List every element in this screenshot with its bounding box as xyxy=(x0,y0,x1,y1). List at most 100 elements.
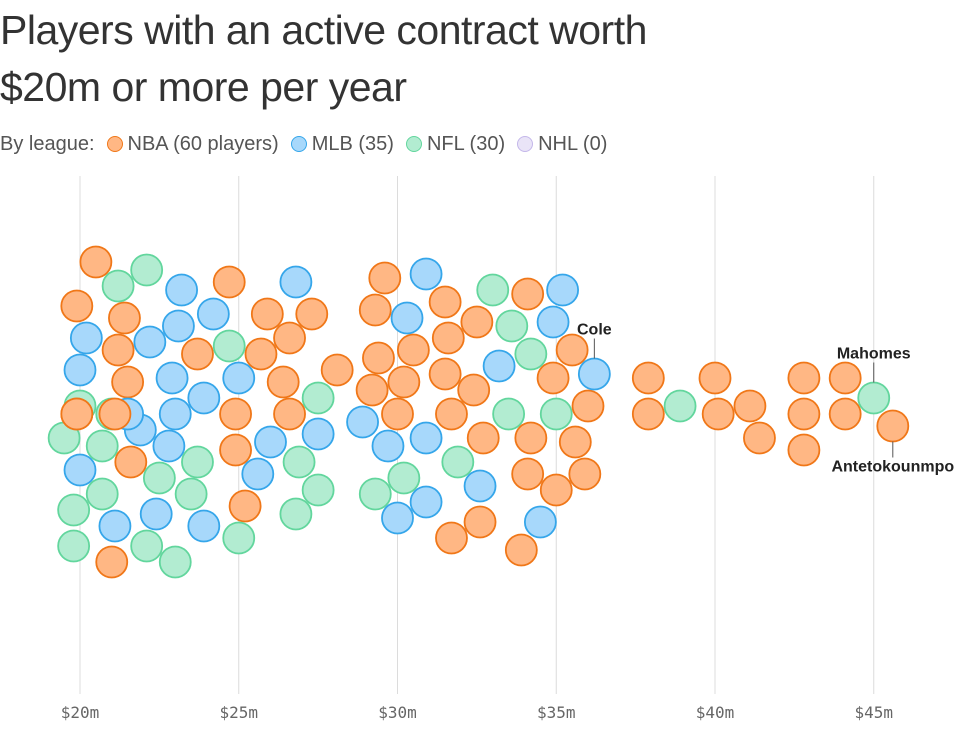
player-dot-nfl[interactable] xyxy=(358,477,392,511)
player-dot-nba[interactable] xyxy=(466,421,500,455)
player-dot-nba[interactable] xyxy=(212,265,246,299)
player-dot-mlb[interactable] xyxy=(482,349,516,383)
player-dot-nba[interactable] xyxy=(98,397,132,431)
player-dot-nba[interactable] xyxy=(539,473,573,507)
player-dot-mlb[interactable] xyxy=(165,273,199,307)
player-dot-mlb[interactable] xyxy=(409,257,443,291)
player-dot-nba[interactable] xyxy=(60,289,94,323)
player-dot-nba[interactable] xyxy=(743,421,776,455)
player-dot-mlb[interactable] xyxy=(371,429,405,463)
player-dot-nfl[interactable] xyxy=(857,381,891,415)
player-dot-nba[interactable] xyxy=(219,397,252,431)
player-dot-nfl[interactable] xyxy=(441,445,475,479)
player-dot-nfl[interactable] xyxy=(181,445,214,479)
player-dot-nba[interactable] xyxy=(631,361,665,395)
player-dot-nba[interactable] xyxy=(558,425,592,459)
player-dot-nba[interactable] xyxy=(428,357,462,391)
player-dot-nba[interactable] xyxy=(463,505,497,539)
player-dot-mlb[interactable] xyxy=(409,421,443,455)
player-dot-mlb[interactable] xyxy=(301,417,335,451)
player-dot-nfl[interactable] xyxy=(301,473,335,507)
player-dot-nfl[interactable] xyxy=(514,337,548,371)
player-dot-nba[interactable] xyxy=(79,245,113,279)
player-dot-mlb[interactable] xyxy=(346,405,379,439)
player-dot-mlb[interactable] xyxy=(241,457,275,491)
player-dot-mlb[interactable] xyxy=(523,505,557,539)
player-dot-nba[interactable] xyxy=(511,457,545,491)
player-dot-nfl[interactable] xyxy=(158,545,192,579)
player-dot-nfl[interactable] xyxy=(130,253,164,287)
player-dot-mlb[interactable] xyxy=(536,305,570,339)
player-dot-nba[interactable] xyxy=(787,433,821,467)
player-dot-nba[interactable] xyxy=(396,333,430,367)
player-dot-nfl[interactable] xyxy=(387,461,421,495)
player-dot-nba[interactable] xyxy=(733,389,767,423)
player-dot-nba[interactable] xyxy=(828,361,862,395)
player-dot-nba[interactable] xyxy=(698,361,732,395)
player-dot-nba[interactable] xyxy=(460,305,494,339)
player-dot-nba[interactable] xyxy=(514,421,548,455)
player-dot-nba[interactable] xyxy=(95,545,129,579)
player-dot-mlb[interactable] xyxy=(279,265,313,299)
player-dot-mlb[interactable] xyxy=(577,357,611,391)
player-dot-nba[interactable] xyxy=(787,397,821,431)
player-dot-mlb[interactable] xyxy=(139,497,173,531)
player-dot-nfl[interactable] xyxy=(57,529,91,563)
player-dot-nfl[interactable] xyxy=(282,445,316,479)
player-dot-nfl[interactable] xyxy=(57,493,91,527)
player-dot-nba[interactable] xyxy=(244,337,278,371)
player-dot-mlb[interactable] xyxy=(222,361,256,395)
player-dot-nba[interactable] xyxy=(355,373,389,407)
player-dot-nba[interactable] xyxy=(111,365,145,399)
player-dot-mlb[interactable] xyxy=(158,397,192,431)
player-dot-nba[interactable] xyxy=(828,397,862,431)
player-dot-nba[interactable] xyxy=(457,373,491,407)
player-dot-nfl[interactable] xyxy=(174,477,208,511)
player-dot-nba[interactable] xyxy=(368,261,402,295)
player-dot-nba[interactable] xyxy=(504,533,538,567)
player-dot-nba[interactable] xyxy=(568,457,602,491)
player-dot-nfl[interactable] xyxy=(492,397,526,431)
player-dot-nfl[interactable] xyxy=(85,429,119,463)
player-dot-nfl[interactable] xyxy=(142,461,176,495)
player-dot-mlb[interactable] xyxy=(463,469,497,503)
player-dot-mlb[interactable] xyxy=(63,453,97,487)
player-dot-nba[interactable] xyxy=(273,321,306,355)
player-dot-mlb[interactable] xyxy=(381,501,414,535)
player-dot-nba[interactable] xyxy=(295,297,329,331)
player-dot-mlb[interactable] xyxy=(152,429,186,463)
player-dot-nba[interactable] xyxy=(631,397,665,431)
player-dot-nba[interactable] xyxy=(435,397,468,431)
player-dot-nfl[interactable] xyxy=(495,309,529,343)
player-dot-nba[interactable] xyxy=(101,333,135,367)
player-dot-mlb[interactable] xyxy=(196,297,230,331)
player-dot-mlb[interactable] xyxy=(63,353,97,387)
player-dot-nfl[interactable] xyxy=(130,529,164,563)
player-dot-mlb[interactable] xyxy=(187,509,221,543)
player-dot-nba[interactable] xyxy=(228,489,262,523)
player-dot-nfl[interactable] xyxy=(279,497,313,531)
player-dot-nba[interactable] xyxy=(381,397,414,431)
player-dot-nfl[interactable] xyxy=(222,521,256,555)
player-dot-nfl[interactable] xyxy=(85,477,119,511)
player-dot-mlb[interactable] xyxy=(69,321,103,355)
player-dot-nba[interactable] xyxy=(60,397,94,431)
player-dot-nfl[interactable] xyxy=(101,269,135,303)
player-dot-nba[interactable] xyxy=(787,361,821,395)
player-dot-nfl[interactable] xyxy=(212,329,246,363)
player-dot-mlb[interactable] xyxy=(133,325,167,359)
player-dot-nba[interactable] xyxy=(701,397,735,431)
player-dot-mlb[interactable] xyxy=(162,309,195,343)
player-dot-nba[interactable] xyxy=(555,333,589,367)
player-dot-nba[interactable] xyxy=(266,365,300,399)
player-dot-mlb[interactable] xyxy=(546,273,579,307)
player-dot-nba[interactable] xyxy=(362,341,395,375)
player-dot-nba[interactable] xyxy=(536,361,570,395)
player-dot-nba[interactable] xyxy=(435,521,468,555)
player-dot-nba[interactable] xyxy=(876,409,910,443)
player-dot-nba[interactable] xyxy=(511,277,545,311)
player-dot-nba[interactable] xyxy=(571,389,605,423)
player-dot-nba[interactable] xyxy=(431,321,465,355)
player-dot-nba[interactable] xyxy=(219,433,252,467)
player-dot-mlb[interactable] xyxy=(155,361,189,395)
